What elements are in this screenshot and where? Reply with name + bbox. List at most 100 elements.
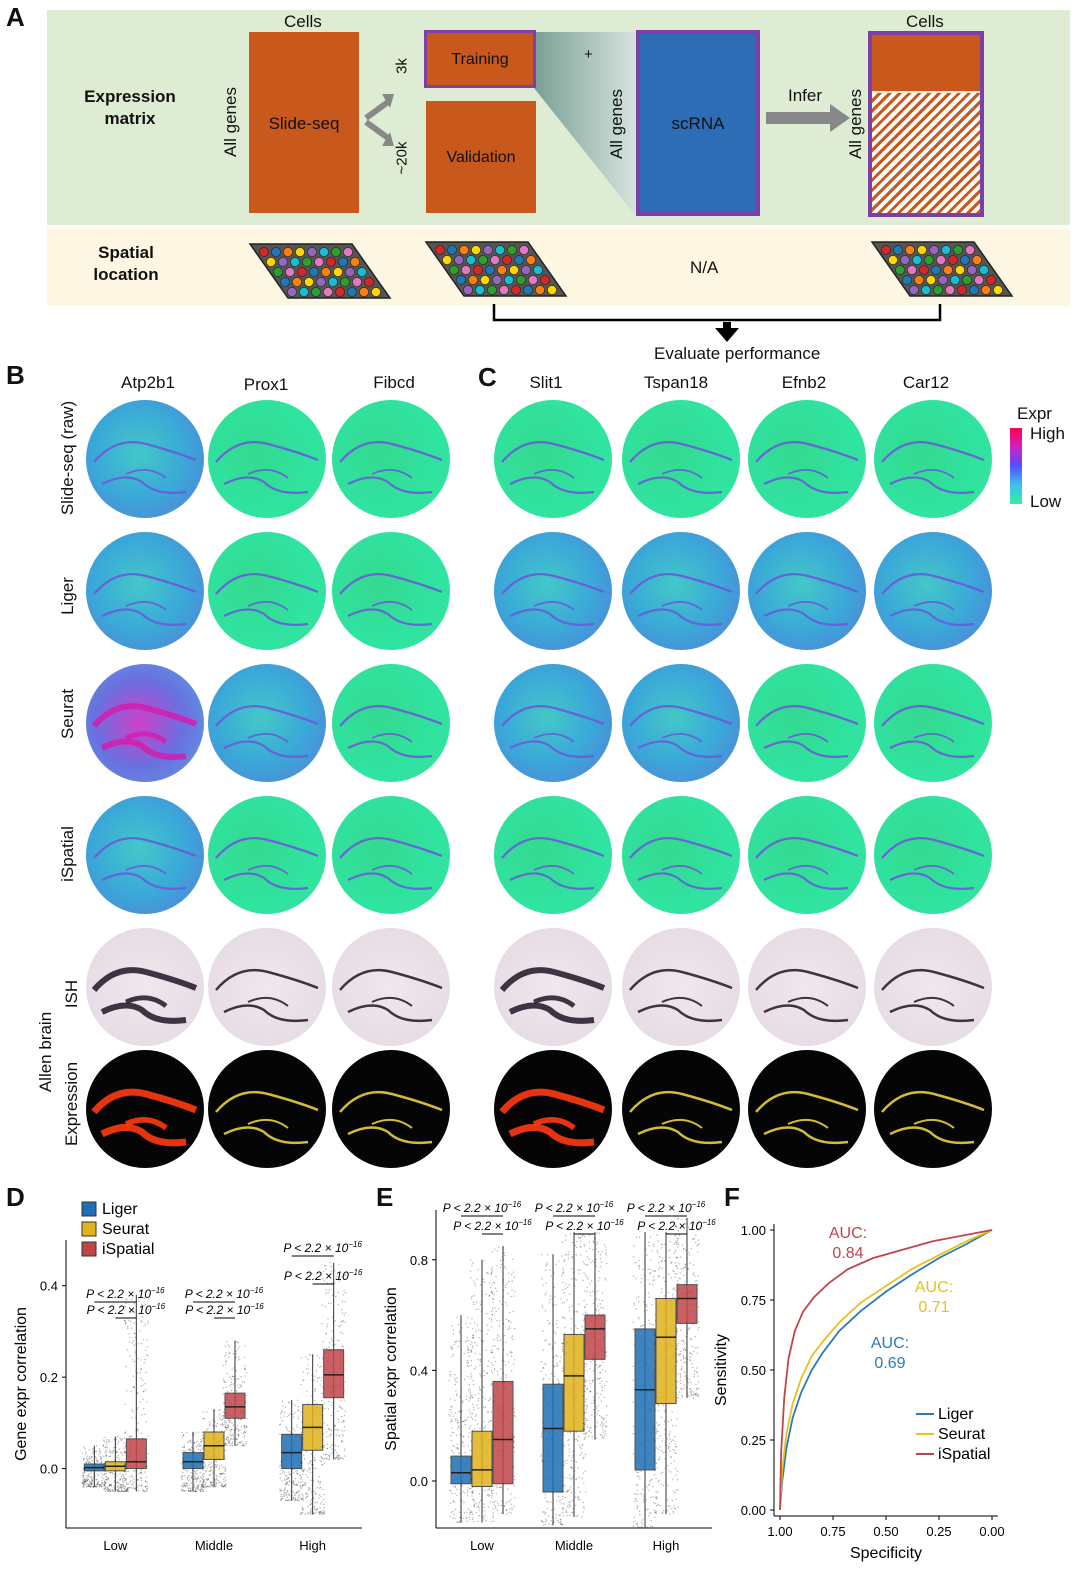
jitter-point bbox=[87, 1486, 88, 1487]
tile-dot bbox=[926, 275, 935, 284]
tile-dot bbox=[454, 255, 463, 264]
jitter-point bbox=[583, 1456, 584, 1457]
jitter-point bbox=[119, 1473, 120, 1474]
jitter-point bbox=[308, 1468, 309, 1469]
jitter-point bbox=[638, 1265, 639, 1266]
jitter-point bbox=[341, 1422, 342, 1423]
jitter-point bbox=[487, 1489, 488, 1490]
jitter-point bbox=[104, 1441, 105, 1442]
jitter-point bbox=[605, 1421, 606, 1422]
jitter-point bbox=[544, 1513, 545, 1514]
jitter-point bbox=[453, 1416, 454, 1417]
tile-dot bbox=[295, 247, 304, 256]
jitter-point bbox=[476, 1330, 477, 1331]
jitter-point bbox=[322, 1512, 323, 1513]
jitter-point bbox=[494, 1368, 495, 1369]
jitter-point bbox=[119, 1438, 120, 1439]
jitter-point bbox=[287, 1497, 288, 1498]
jitter-point bbox=[567, 1506, 568, 1507]
jitter-point bbox=[104, 1452, 105, 1453]
jitter-point bbox=[100, 1462, 101, 1463]
gene-label-efnb2: Efnb2 bbox=[782, 373, 826, 393]
tile-dot bbox=[960, 255, 969, 264]
jitter-point bbox=[467, 1346, 468, 1347]
jitter-point bbox=[300, 1463, 301, 1464]
jitter-point bbox=[592, 1291, 593, 1292]
jitter-point bbox=[676, 1331, 677, 1332]
jitter-point bbox=[215, 1486, 216, 1487]
jitter-point bbox=[485, 1407, 486, 1408]
jitter-point bbox=[651, 1479, 652, 1480]
jitter-point bbox=[674, 1450, 675, 1451]
jitter-point bbox=[465, 1452, 466, 1453]
arc-lower bbox=[764, 1127, 848, 1142]
arc-lower bbox=[510, 1127, 594, 1142]
jitter-point bbox=[143, 1339, 144, 1340]
jitter-point bbox=[479, 1353, 480, 1354]
jitter-point bbox=[229, 1443, 230, 1444]
jitter-point bbox=[586, 1364, 587, 1365]
jitter-point bbox=[668, 1446, 669, 1447]
jitter-point bbox=[205, 1482, 206, 1483]
jitter-point bbox=[323, 1445, 324, 1446]
jitter-point bbox=[210, 1486, 211, 1487]
jitter-point bbox=[572, 1468, 573, 1469]
jitter-point bbox=[101, 1457, 102, 1458]
jitter-point bbox=[673, 1288, 674, 1289]
jitter-point bbox=[596, 1392, 597, 1393]
jitter-point bbox=[188, 1475, 189, 1476]
jitter-point bbox=[569, 1478, 570, 1479]
jitter-point bbox=[492, 1307, 493, 1308]
hippocampus-arc bbox=[494, 928, 612, 1046]
jitter-point bbox=[456, 1495, 457, 1496]
jitter-point bbox=[549, 1379, 550, 1380]
evaluate-performance-label: Evaluate performance bbox=[654, 344, 820, 364]
jitter-point bbox=[340, 1457, 341, 1458]
jitter-point bbox=[189, 1484, 190, 1485]
jitter-point bbox=[97, 1473, 98, 1474]
jitter-point bbox=[511, 1509, 512, 1510]
jitter-point bbox=[456, 1521, 457, 1522]
jitter-point bbox=[219, 1418, 220, 1419]
jitter-point bbox=[202, 1474, 203, 1475]
jitter-point bbox=[224, 1421, 225, 1422]
jitter-point bbox=[317, 1355, 318, 1356]
jitter-point bbox=[314, 1375, 315, 1376]
jitter-point bbox=[454, 1341, 455, 1342]
jitter-point bbox=[196, 1441, 197, 1442]
spatial-map-slideseq-6 bbox=[874, 400, 992, 518]
jitter-point bbox=[545, 1524, 546, 1525]
jitter-point bbox=[589, 1428, 590, 1429]
jitter-point bbox=[544, 1363, 545, 1364]
jitter-point bbox=[240, 1442, 241, 1443]
spatial-map-slideseq-2 bbox=[332, 400, 450, 518]
hippocampus-arc bbox=[332, 796, 450, 914]
jitter-point bbox=[584, 1437, 585, 1438]
jitter-point bbox=[131, 1436, 132, 1437]
jitter-point bbox=[490, 1420, 491, 1421]
jitter-point bbox=[325, 1333, 326, 1334]
hippocampus-arc bbox=[874, 400, 992, 518]
jitter-point bbox=[603, 1244, 604, 1245]
tile-dot bbox=[931, 265, 940, 274]
jitter-point bbox=[602, 1292, 603, 1293]
hippocampus-arc bbox=[622, 664, 740, 782]
jitter-point bbox=[223, 1481, 224, 1482]
jitter-point bbox=[232, 1445, 233, 1446]
jitter-point bbox=[697, 1251, 698, 1252]
na-label: N/A bbox=[690, 258, 718, 278]
jitter-point bbox=[338, 1435, 339, 1436]
jitter-point bbox=[89, 1476, 90, 1477]
jitter-point bbox=[315, 1468, 316, 1469]
jitter-point bbox=[298, 1481, 299, 1482]
pvalue-label: P < 2.2 × 10−16 bbox=[627, 1200, 706, 1215]
jitter-point bbox=[321, 1501, 322, 1502]
tile-dot bbox=[523, 285, 532, 294]
jitter-point bbox=[492, 1502, 493, 1503]
jitter-point bbox=[121, 1452, 122, 1453]
jitter-point bbox=[244, 1435, 245, 1436]
jitter-point bbox=[187, 1470, 188, 1471]
arc-upper bbox=[630, 442, 732, 462]
tile-dot bbox=[502, 255, 511, 264]
jitter-point bbox=[342, 1320, 343, 1321]
